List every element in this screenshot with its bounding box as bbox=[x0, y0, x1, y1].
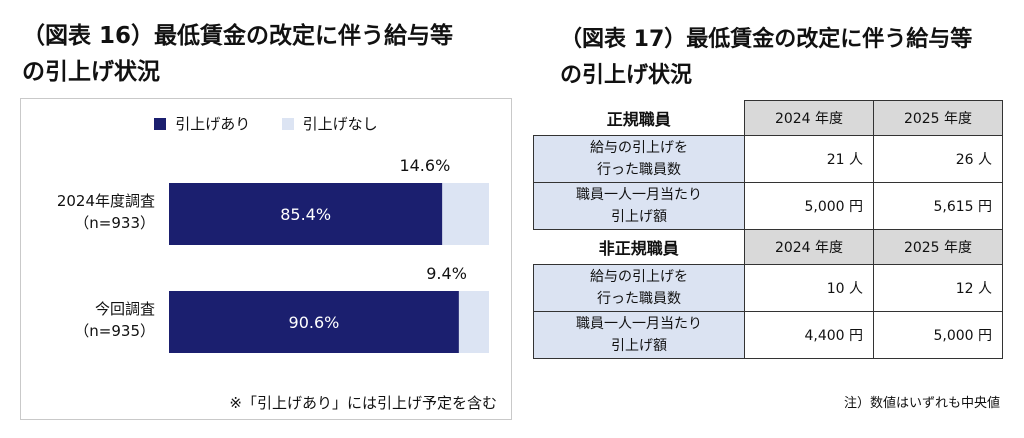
bar-segment-no bbox=[458, 291, 489, 353]
wage-increase-table: 正規職員 2024 年度 2025 年度 給与の引上げを 行った職員数 21 人… bbox=[533, 100, 1003, 359]
table-row: 職員一人一月当たり 引上げ額 5,000 円 5,615 円 bbox=[533, 182, 1003, 230]
table-row: 職員一人一月当たり 引上げ額 4,400 円 5,000 円 bbox=[533, 311, 1003, 359]
column-header-year: 2024 年度 bbox=[744, 229, 874, 265]
table-cell: 26 人 bbox=[873, 135, 1003, 183]
legend-label-no: 引上げなし bbox=[302, 115, 378, 133]
table-cell: 5,615 円 bbox=[873, 182, 1003, 230]
bar-segment-yes bbox=[169, 291, 459, 353]
row-label-line: 給与の引上げを bbox=[590, 269, 688, 285]
bar-segment-yes bbox=[169, 183, 443, 245]
bar-segment-no bbox=[442, 183, 489, 245]
table-cell: 10 人 bbox=[744, 264, 874, 312]
table-cell: 4,400 円 bbox=[744, 311, 874, 359]
table-footnote: 注）数値はいずれも中央値 bbox=[843, 396, 1000, 411]
row-label-line: 行った職員数 bbox=[597, 162, 681, 178]
column-header-year: 2025 年度 bbox=[873, 100, 1003, 136]
bar-plot-area: 2024年度調査 （n=933） 85.4% 14.6% 今回調査 （n=935） 90.6… bbox=[57, 156, 489, 353]
data-label: 9.4% bbox=[426, 264, 467, 283]
table-header-row: 非正規職員 2024 年度 2025 年度 bbox=[533, 229, 1003, 265]
figure-17-title: （図表 17）最低賃金の改定に伴う給与等 の引上げ状況 bbox=[560, 22, 1010, 94]
table-cell: 5,000 円 bbox=[744, 182, 874, 230]
table-row: 給与の引上げを 行った職員数 10 人 12 人 bbox=[533, 264, 1003, 312]
column-header-year: 2025 年度 bbox=[873, 229, 1003, 265]
row-label-line: 行った職員数 bbox=[597, 291, 681, 307]
category-label: （n=935） bbox=[74, 322, 155, 340]
data-label: 90.6% bbox=[289, 313, 340, 332]
figure-16-title-line2: の引上げ状況 bbox=[22, 59, 160, 85]
row-label: 給与の引上げを 行った職員数 bbox=[533, 135, 745, 183]
column-header-year: 2024 年度 bbox=[744, 100, 874, 136]
group-name-regular: 正規職員 bbox=[533, 100, 745, 136]
stacked-bar-chart: 引上げあり 引上げなし 2024年度調査 （n=933） 85.4% 14.6% 今回調… bbox=[20, 98, 512, 420]
row-label-line: 職員一人一月当たり bbox=[576, 316, 702, 332]
legend-swatch-no bbox=[281, 117, 294, 130]
row-label-line: 引上げ額 bbox=[611, 209, 667, 225]
row-label-line: 引上げ額 bbox=[611, 338, 667, 354]
figure-16-title: （図表 16）最低賃金の改定に伴う給与等 の引上げ状況 bbox=[22, 18, 512, 90]
legend-label-yes: 引上げあり bbox=[175, 115, 251, 133]
row-label: 職員一人一月当たり 引上げ額 bbox=[533, 311, 745, 359]
row-label-line: 職員一人一月当たり bbox=[576, 187, 702, 203]
table-row: 給与の引上げを 行った職員数 21 人 26 人 bbox=[533, 135, 1003, 183]
table-cell: 12 人 bbox=[873, 264, 1003, 312]
group-name-nonregular: 非正規職員 bbox=[533, 229, 745, 265]
figure-16-title-line1: （図表 16）最低賃金の改定に伴う給与等 bbox=[22, 23, 454, 49]
legend-swatch-yes bbox=[154, 117, 167, 130]
figure-17-title-line1: （図表 17）最低賃金の改定に伴う給与等 bbox=[560, 27, 973, 52]
data-label: 85.4% bbox=[280, 205, 331, 224]
row-label-line: 給与の引上げを bbox=[590, 140, 688, 156]
chart-footnote: ※「引上げあり」には引上げ予定を含む bbox=[229, 394, 497, 412]
row-label: 職員一人一月当たり 引上げ額 bbox=[533, 182, 745, 230]
table-cell: 21 人 bbox=[744, 135, 874, 183]
table-header-row: 正規職員 2024 年度 2025 年度 bbox=[533, 100, 1003, 136]
category-label: 今回調査 bbox=[95, 300, 155, 318]
category-label: 2024年度調査 bbox=[57, 192, 155, 210]
data-label: 14.6% bbox=[399, 156, 450, 175]
category-label: （n=933） bbox=[74, 214, 155, 232]
chart-legend: 引上げあり 引上げなし bbox=[21, 113, 511, 134]
table-cell: 5,000 円 bbox=[873, 311, 1003, 359]
figure-17-title-line2: の引上げ状況 bbox=[560, 63, 693, 88]
row-label: 給与の引上げを 行った職員数 bbox=[533, 264, 745, 312]
